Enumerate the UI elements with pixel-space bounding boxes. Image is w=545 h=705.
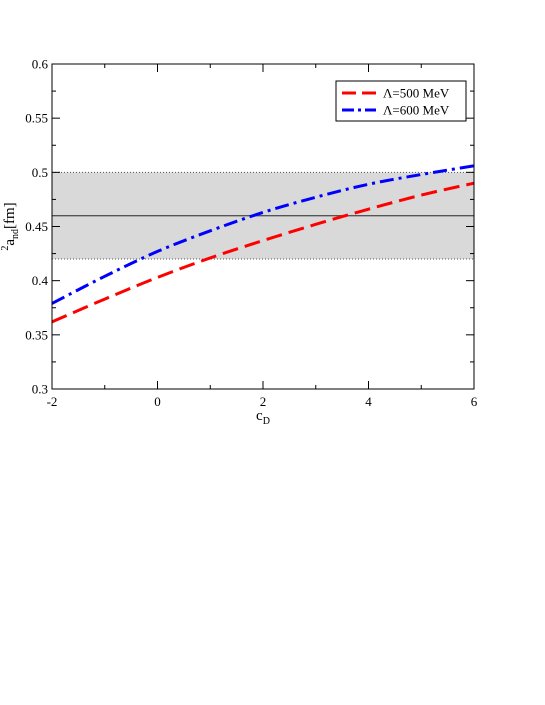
x-tick-label: 6 (471, 394, 478, 409)
y-axis-label-unit: [fm] (2, 202, 18, 229)
x-axis-label-main: c (256, 408, 263, 424)
x-axis-label: cD (256, 408, 270, 427)
x-axis-label-sub: D (263, 416, 270, 427)
legend-label-500: Λ=500 MeV (383, 86, 450, 101)
band-layer (52, 171, 474, 260)
y-tick-label: 0.55 (25, 111, 48, 126)
y-tick-label: 0.6 (32, 57, 49, 72)
x-tick-label: 2 (260, 394, 267, 409)
series-line-0 (51, 181, 475, 324)
y-tick-label: 0.4 (32, 273, 49, 288)
series-layer (51, 164, 475, 324)
y-tick-label: 0.35 (25, 327, 48, 342)
y-axis-label-sup: 2 (0, 246, 11, 251)
y-axis-label: 2and[fm] (0, 202, 21, 250)
y-tick-label: 0.5 (32, 165, 48, 180)
legend-label-600: Λ=600 MeV (383, 103, 450, 118)
legend-box (335, 80, 467, 122)
x-tick-label: -2 (47, 394, 58, 409)
y-tick-label: 0.45 (25, 219, 48, 234)
tick-layer: -2 0 2 4 6 0.3 0.35 0.4 0.45 0.5 0.55 0.6 (25, 57, 478, 410)
y-axis-label-a: a (2, 239, 18, 246)
legend: Λ=500 MeV Λ=600 MeV (335, 80, 467, 122)
x-tick-label: 4 (365, 394, 372, 409)
x-tick-label: 0 (154, 394, 161, 409)
y-axis-label-sub: nd (10, 229, 21, 239)
y-tick-label: 0.3 (32, 382, 48, 397)
